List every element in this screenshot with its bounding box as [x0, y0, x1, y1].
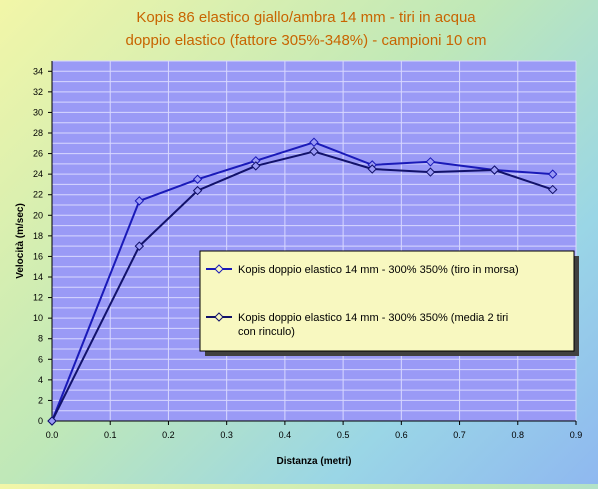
x-tick-label: 0.2: [162, 430, 175, 440]
y-tick-label: 4: [38, 375, 43, 385]
legend-entry-1: Kopis doppio elastico 14 mm - 300% 350% …: [206, 264, 519, 276]
x-tick-label: 0.8: [512, 430, 525, 440]
series-2-point: [47, 416, 57, 426]
series-1-point: [192, 174, 203, 184]
legend-box: [199, 250, 575, 352]
series-2-point: [425, 167, 436, 177]
y-tick-label: 8: [38, 334, 43, 344]
chart-title: Kopis 86 elastico giallo/ambra 14 mm - t…: [136, 9, 476, 26]
x-tick-label: 0.9: [570, 430, 583, 440]
y-axis-title: Velocità (m/sec): [15, 203, 26, 279]
series-2-point: [134, 241, 145, 251]
y-tick-label: 28: [33, 128, 43, 138]
y-tick-label: 32: [33, 87, 43, 97]
series-1-point: [309, 137, 319, 147]
y-tick-label: 16: [33, 251, 43, 261]
x-tick-label: 0.6: [395, 430, 408, 440]
x-axis-title: Distanza (metri): [276, 456, 351, 467]
chart-subtitle: doppio elastico (fattore 305%-348%) - ca…: [125, 32, 486, 49]
legend-label: con rinculo): [238, 326, 295, 338]
axes: [51, 61, 576, 422]
y-tick-label: 34: [33, 66, 43, 76]
x-axis-ticks: 0.0 0.1 0.2 0.3 0.4 0.5 0.6 0.7 0.8 0.9: [46, 421, 583, 440]
legend-swatch-marker: [214, 312, 224, 322]
x-tick-label: 0.1: [104, 430, 117, 440]
series-2-point: [489, 165, 500, 175]
legend-entries: Kopis doppio elastico 14 mm - 300% 350% …: [206, 264, 519, 338]
legend: Kopis doppio elastico 14 mm - 300% 350% …: [199, 250, 579, 356]
legend-label: Kopis doppio elastico 14 mm - 300% 350% …: [238, 312, 508, 324]
x-tick-label: 0.7: [453, 430, 466, 440]
x-tick-label: 0.3: [220, 430, 233, 440]
legend-swatch-marker: [214, 264, 224, 274]
y-tick-label: 2: [38, 395, 43, 405]
series-2-point: [309, 146, 319, 157]
y-tick-label: 22: [33, 190, 43, 200]
x-tick-label: 0.0: [46, 430, 59, 440]
y-tick-label: 6: [38, 354, 43, 364]
y-tick-label: 20: [33, 210, 43, 220]
y-tick-label: 18: [33, 231, 43, 241]
series-2-point: [367, 164, 377, 174]
series-2-point: [192, 185, 203, 196]
y-tick-label: 24: [33, 169, 43, 179]
series-1-point: [134, 196, 145, 206]
series-1-point: [548, 169, 558, 179]
legend-label: Kopis doppio elastico 14 mm - 300% 350% …: [238, 264, 519, 276]
legend-entry-2: Kopis doppio elastico 14 mm - 300% 350% …: [206, 312, 508, 338]
y-tick-label: 0: [38, 416, 43, 426]
y-tick-label: 12: [33, 293, 43, 303]
series-layer: [47, 137, 558, 426]
series-2: [47, 146, 558, 426]
y-tick-label: 26: [33, 149, 43, 159]
series-2-point: [251, 161, 261, 171]
series-2-point: [548, 184, 558, 195]
y-tick-label: 30: [33, 107, 43, 117]
series-1-point: [425, 157, 436, 167]
y-tick-label: 14: [33, 272, 43, 282]
x-tick-label: 0.5: [337, 430, 350, 440]
x-tick-label: 0.4: [279, 430, 292, 440]
plot-area: [52, 61, 576, 421]
y-tick-label: 10: [33, 313, 43, 323]
